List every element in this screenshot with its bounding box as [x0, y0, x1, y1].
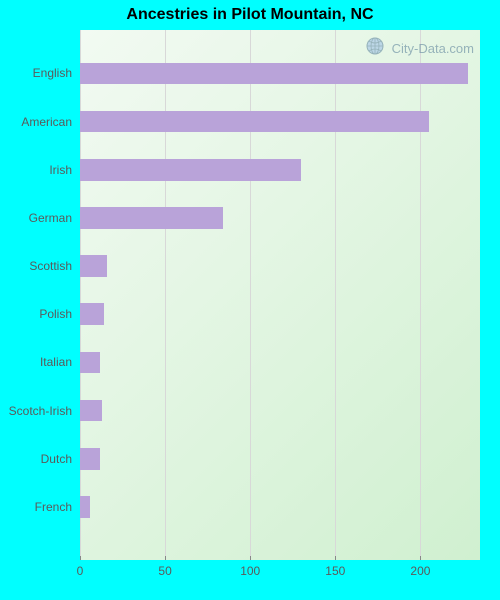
x-tick: [165, 556, 166, 560]
y-tick-label: Dutch: [41, 452, 72, 466]
bar: [80, 159, 301, 181]
gridline: [80, 30, 81, 560]
bar: [80, 496, 90, 518]
gridline: [335, 30, 336, 560]
globe-icon: [365, 36, 385, 61]
bar: [80, 448, 100, 470]
bar: [80, 352, 100, 374]
y-tick-label: American: [21, 115, 72, 129]
x-tick: [80, 556, 81, 560]
watermark: City-Data.com: [365, 36, 474, 61]
bar: [80, 63, 468, 85]
bar: [80, 111, 429, 133]
y-axis-labels: English American Irish German Scottish Polish…: [0, 30, 78, 560]
watermark-text: City-Data.com: [392, 41, 474, 56]
bar: [80, 255, 107, 277]
plot-area: City-Data.com: [80, 30, 480, 560]
x-tick-label: 200: [410, 564, 430, 578]
y-tick-label: Irish: [49, 163, 72, 177]
gridline: [250, 30, 251, 560]
y-tick-label: Italian: [40, 355, 72, 369]
x-tick: [335, 556, 336, 560]
x-tick-label: 50: [158, 564, 171, 578]
y-tick-label: Polish: [39, 307, 72, 321]
y-tick-label: German: [29, 211, 72, 225]
x-tick-label: 0: [77, 564, 84, 578]
gridline: [165, 30, 166, 560]
y-tick-label: Scotch-Irish: [9, 404, 72, 418]
gridline: [420, 30, 421, 560]
x-axis-labels: 0 50 100 150 200: [80, 560, 480, 600]
y-tick-label: English: [33, 66, 72, 80]
bar: [80, 400, 102, 422]
x-tick: [250, 556, 251, 560]
chart-container: Ancestries in Pilot Mountain, NC English…: [0, 0, 500, 600]
x-tick: [420, 556, 421, 560]
bar: [80, 303, 104, 325]
y-tick-label: French: [35, 500, 72, 514]
x-tick-label: 150: [325, 564, 345, 578]
bar: [80, 207, 223, 229]
x-tick-label: 100: [240, 564, 260, 578]
y-tick-label: Scottish: [29, 259, 72, 273]
chart-title: Ancestries in Pilot Mountain, NC: [0, 6, 500, 24]
